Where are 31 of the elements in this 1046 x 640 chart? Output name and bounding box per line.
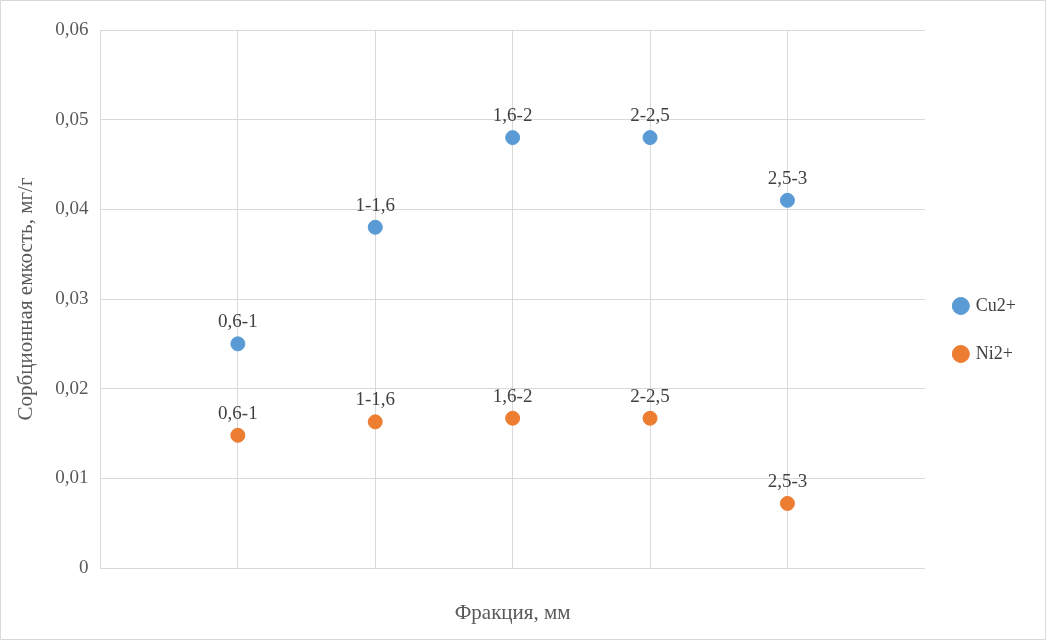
y-tick-label: 0,05	[55, 107, 89, 129]
point	[505, 410, 521, 426]
data-label: 1,6-2	[492, 384, 533, 406]
data-label: 2,5-3	[767, 469, 808, 491]
point	[779, 495, 795, 511]
legend-label: Ni2+	[975, 342, 1013, 363]
y-tick-label: 0,06	[55, 17, 89, 39]
data-label: 2-2,5	[630, 104, 670, 126]
point	[230, 427, 246, 443]
point	[230, 336, 246, 352]
y-axis-title: Сорбционная емкость, мг/г	[13, 177, 38, 421]
data-label: 1,6-2	[492, 104, 533, 126]
y-tick-label: 0,03	[55, 286, 89, 308]
data-label: 1-1,6	[355, 193, 396, 215]
point	[642, 410, 658, 426]
y-tick-label: 0,01	[55, 466, 89, 488]
point	[367, 414, 383, 430]
point	[367, 219, 383, 235]
data-label: 1-1,6	[355, 388, 396, 410]
x-axis-title: Фракция, мм	[454, 599, 571, 624]
data-label: 2-2,5	[630, 384, 670, 406]
data-label: 0,6-1	[218, 401, 258, 423]
y-tick-label: 0,02	[55, 376, 89, 398]
y-tick-label: 0	[78, 555, 89, 577]
y-tick-label: 0,04	[55, 197, 89, 219]
legend-label: Cu2+	[975, 294, 1017, 315]
data-label: 2,5-3	[767, 166, 808, 188]
point	[505, 130, 521, 146]
point	[642, 130, 658, 146]
data-label: 0,6-1	[218, 310, 258, 332]
point	[779, 192, 795, 208]
